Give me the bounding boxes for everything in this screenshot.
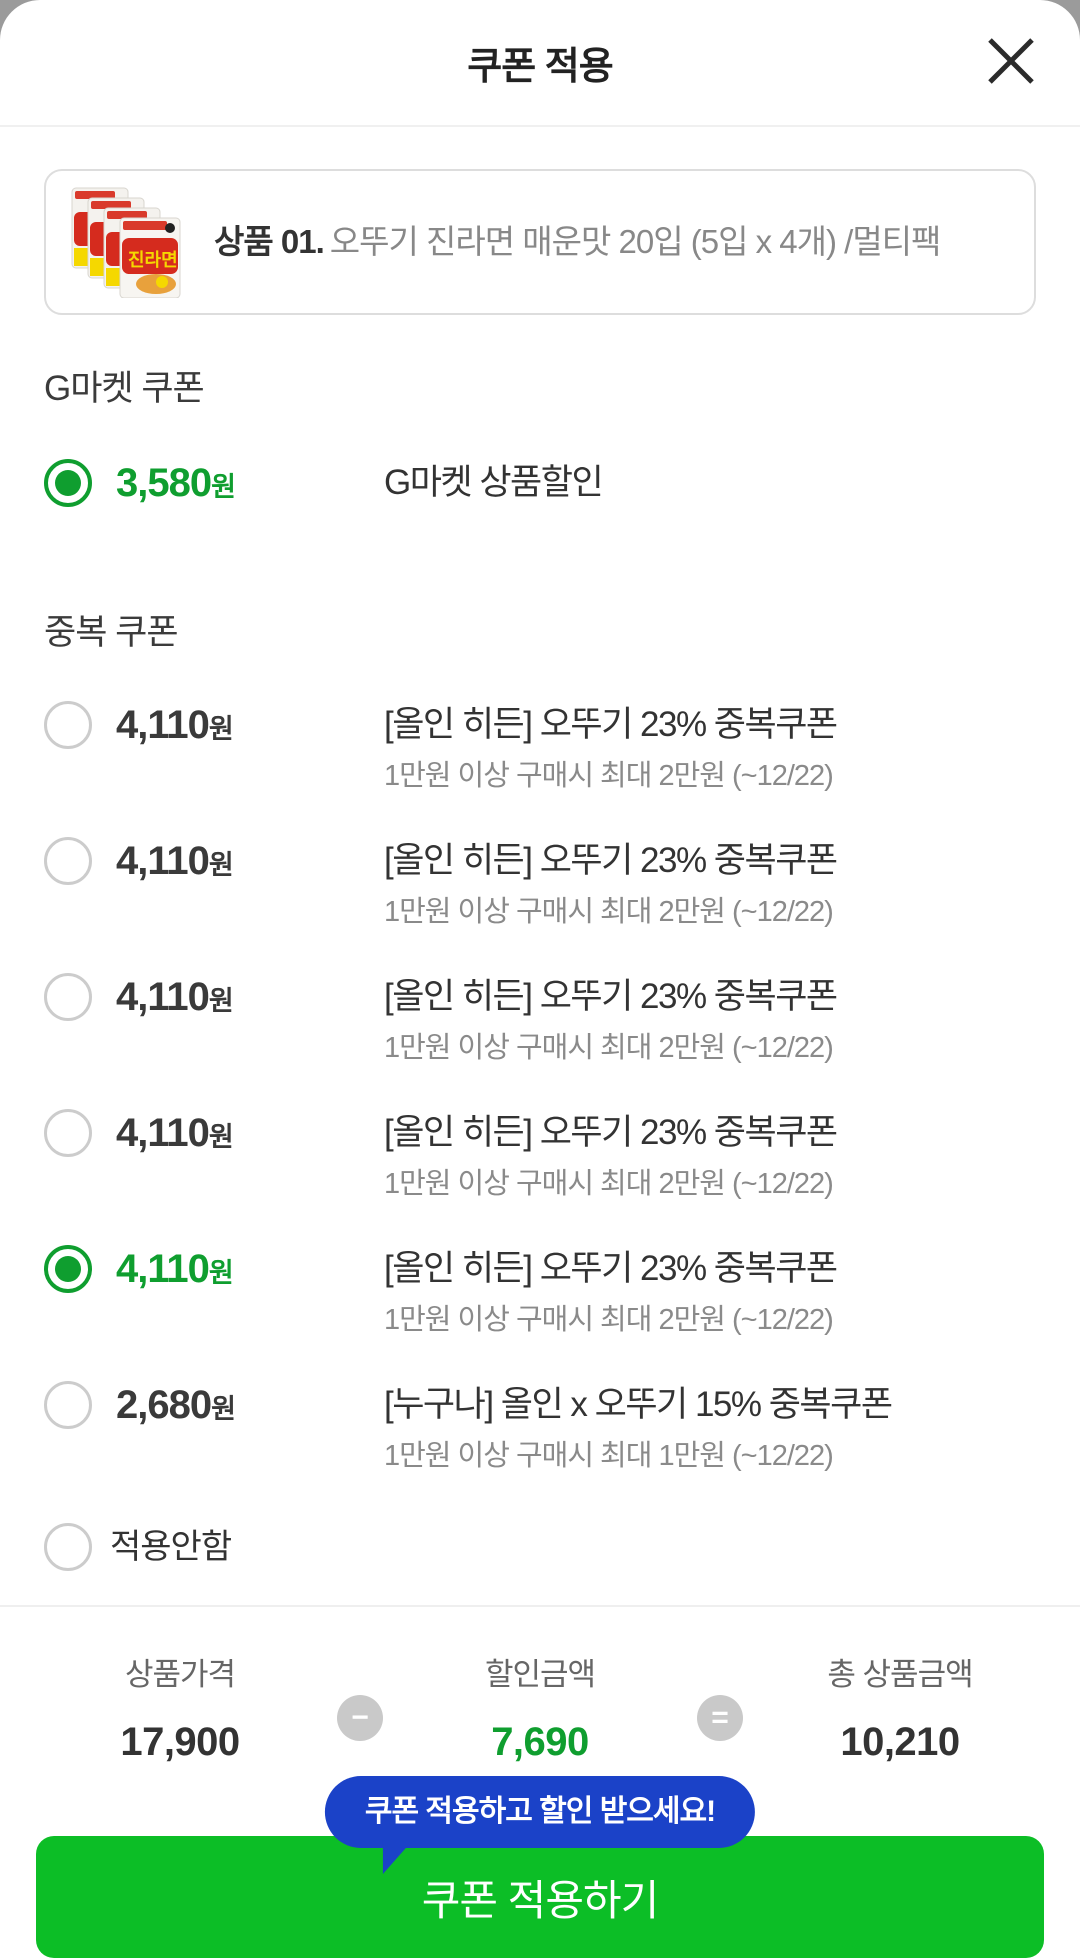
no-coupon-label: 적용안함 <box>110 1528 232 1566</box>
section-heading-duplicate-coupon: 중복 쿠폰 <box>44 613 179 652</box>
coupon-row-5-selected[interactable]: 4,110원 [올인 히든] 오뚜기 23% 중복쿠폰 1만원 이상 구매시 최… <box>44 1245 1036 1339</box>
coupon-amount: 2,680원 <box>116 1383 236 1427</box>
summary-value: 17,900 <box>120 1720 240 1764</box>
tooltip-tail <box>382 1840 413 1874</box>
coupon-row-3[interactable]: 4,110원 [올인 히든] 오뚜기 23% 중복쿠폰 1만원 이상 구매시 최… <box>44 973 1036 1067</box>
coupon-condition: 1만원 이상 구매시 최대 2만원 (~12/22) <box>384 1304 834 1336</box>
summary-total-price: 총 상품금액 10,210 <box>760 1649 1040 1765</box>
coupon-condition: 1만원 이상 구매시 최대 1만원 (~12/22) <box>384 1440 834 1472</box>
radio-no-coupon[interactable] <box>44 1523 92 1571</box>
price-summary: 상품가격 17,900 − 할인금액 7,690 = 총 상품금액 10,210 <box>0 1607 1080 1765</box>
equals-icon: = <box>697 1695 743 1741</box>
product-thumbnail: 진라면 <box>71 187 181 298</box>
won-suffix: 원 <box>208 986 234 1016</box>
coupon-title: [누구나] 올인 x 오뚜기 15% 중복쿠폰 <box>384 1385 893 1424</box>
coupon-amount: 4,110원 <box>116 975 234 1019</box>
radio-gmarket-coupon-selected[interactable] <box>44 459 92 507</box>
coupon-amount: 4,110원 <box>116 839 234 883</box>
radio-coupon-2[interactable] <box>44 837 92 885</box>
summary-value: 7,690 <box>491 1720 589 1764</box>
coupon-row-4[interactable]: 4,110원 [올인 히든] 오뚜기 23% 중복쿠폰 1만원 이상 구매시 최… <box>44 1109 1036 1203</box>
coupon-row-2[interactable]: 4,110원 [올인 히든] 오뚜기 23% 중복쿠폰 1만원 이상 구매시 최… <box>44 837 1036 931</box>
product-number: 상품 01. <box>214 223 325 260</box>
coupon-condition: 1만원 이상 구매시 최대 2만원 (~12/22) <box>384 1032 834 1064</box>
modal-title: 쿠폰 적용 <box>467 46 613 88</box>
won-suffix: 원 <box>208 1122 234 1152</box>
coupon-row-1[interactable]: 4,110원 [올인 히든] 오뚜기 23% 중복쿠폰 1만원 이상 구매시 최… <box>44 701 1036 795</box>
summary-product-price: 상품가격 17,900 <box>40 1649 320 1765</box>
close-icon <box>988 38 1034 84</box>
coupon-amount: 4,110원 <box>116 703 234 747</box>
close-button[interactable] <box>976 26 1046 96</box>
coupon-condition: 1만원 이상 구매시 최대 2만원 (~12/22) <box>384 896 834 928</box>
won-suffix: 원 <box>208 1258 234 1288</box>
product-card: 진라면 상품 01. 오뚜기 진라면 매운맛 20입 (5입 x 4개) /멀티팩 <box>44 169 1036 315</box>
coupon-amount: 3,580원 <box>116 461 236 505</box>
won-suffix: 원 <box>211 472 236 502</box>
radio-coupon-4[interactable] <box>44 1109 92 1157</box>
radio-coupon-6[interactable] <box>44 1381 92 1429</box>
coupon-amount: 4,110원 <box>116 1247 234 1291</box>
won-suffix: 원 <box>208 850 234 880</box>
svg-text:진라면: 진라면 <box>128 250 178 270</box>
coupon-amount: 4,110원 <box>116 1111 234 1155</box>
coupon-list: 진라면 상품 01. 오뚜기 진라면 매운맛 20입 (5입 x 4개) /멀티팩… <box>0 169 1080 1571</box>
product-name: 오뚜기 진라면 매운맛 20입 (5입 x 4개) /멀티팩 <box>329 223 942 260</box>
coupon-title: [올인 히든] 오뚜기 23% 중복쿠폰 <box>384 705 838 744</box>
coupon-title: [올인 히든] 오뚜기 23% 중복쿠폰 <box>384 1249 838 1288</box>
minus-icon: − <box>337 1695 383 1741</box>
radio-coupon-5-selected[interactable] <box>44 1245 92 1293</box>
summary-label: 상품가격 <box>124 1657 236 1692</box>
summary-label: 할인금액 <box>484 1657 596 1692</box>
coupon-title: [올인 히든] 오뚜기 23% 중복쿠폰 <box>384 841 838 880</box>
won-suffix: 원 <box>208 714 234 744</box>
coupon-row-6[interactable]: 2,680원 [누구나] 올인 x 오뚜기 15% 중복쿠폰 1만원 이상 구매… <box>44 1381 1036 1475</box>
radio-coupon-3[interactable] <box>44 973 92 1021</box>
product-description: 상품 01. 오뚜기 진라면 매운맛 20입 (5입 x 4개) /멀티팩 <box>214 220 942 264</box>
tooltip-text: 쿠폰 적용하고 할인 받으세요! <box>364 1795 716 1828</box>
coupon-title: G마켓 상품할인 <box>384 463 604 502</box>
coupon-title: [올인 히든] 오뚜기 23% 중복쿠폰 <box>384 977 838 1016</box>
radio-coupon-1[interactable] <box>44 701 92 749</box>
modal-header: 쿠폰 적용 <box>0 0 1080 127</box>
coupon-condition: 1만원 이상 구매시 최대 2만원 (~12/22) <box>384 760 834 792</box>
summary-value: 10,210 <box>840 1720 960 1764</box>
apply-coupon-button[interactable]: 쿠폰 적용하기 <box>36 1836 1044 1958</box>
summary-label: 총 상품금액 <box>827 1657 973 1692</box>
coupon-row-gmarket[interactable]: 3,580원 G마켓 상품할인 <box>44 459 1036 511</box>
apply-tooltip: 쿠폰 적용하고 할인 받으세요! <box>324 1776 756 1874</box>
coupon-title: [올인 히든] 오뚜기 23% 중복쿠폰 <box>384 1113 838 1152</box>
coupon-row-none[interactable]: 적용안함 <box>44 1523 1036 1571</box>
won-suffix: 원 <box>211 1394 236 1424</box>
coupon-condition: 1만원 이상 구매시 최대 2만원 (~12/22) <box>384 1168 834 1200</box>
summary-discount-amount: 할인금액 7,690 <box>400 1649 680 1765</box>
section-heading-gmarket-coupon: G마켓 쿠폰 <box>44 369 205 408</box>
